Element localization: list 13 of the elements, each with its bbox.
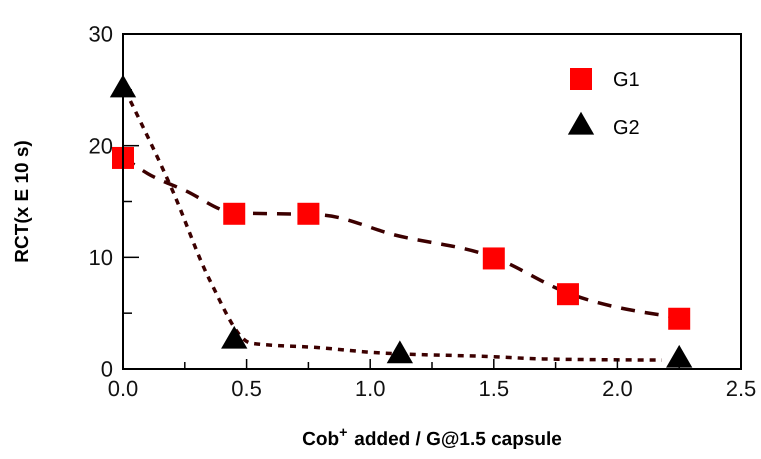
x-tick-label: 2.0 <box>602 376 633 401</box>
line-series <box>128 99 664 362</box>
legend-label: G1 <box>613 69 640 91</box>
x-tick-label: 1.0 <box>354 376 386 401</box>
x-tick-label: 0.5 <box>231 376 262 401</box>
y-tick-label: 10 <box>88 245 113 270</box>
legend-label: G2 <box>613 117 640 139</box>
x-tick-label: 1.5 <box>478 376 510 401</box>
y-tick-label: 20 <box>88 133 113 158</box>
x-axis-title: Cob$^{+}$ added / G@1.5 capsule <box>302 425 562 450</box>
y-axis-title: RCT(x E 10 s) <box>12 140 33 263</box>
x-tick-label: 2.5 <box>726 376 756 401</box>
y-tick-label: 30 <box>88 22 113 47</box>
